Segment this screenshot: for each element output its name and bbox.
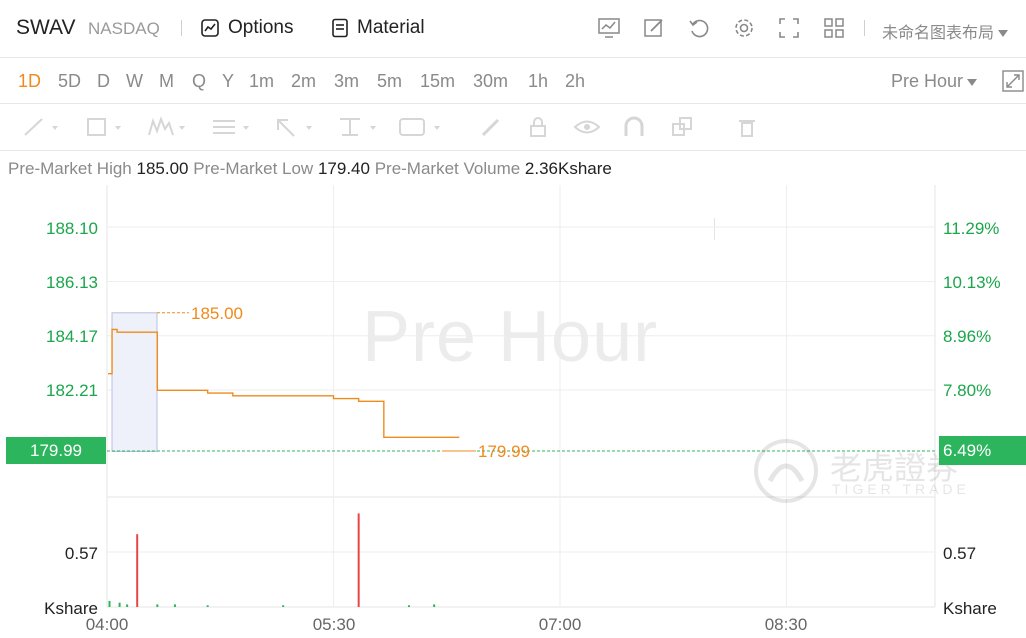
divider <box>864 20 865 36</box>
exchange-name: NASDAQ <box>88 19 160 38</box>
top-bar: SWAV NASDAQ Options Material 未命名图表布局 <box>0 0 1026 58</box>
volume-axis-label: 0.57 <box>64 544 98 563</box>
price-axis-label: 182.21 <box>46 381 98 400</box>
drawing-toolbar <box>0 104 1026 240</box>
period-30m[interactable]: 30m <box>473 71 509 91</box>
high-annotation: 185.00 <box>191 304 243 323</box>
period-q[interactable]: Q <box>192 71 207 91</box>
pct-axis-label: 8.96% <box>943 327 992 346</box>
undo-icon[interactable] <box>687 16 711 40</box>
low-label: Pre-Market Low <box>193 159 314 178</box>
document-icon <box>332 18 348 38</box>
trash-icon[interactable] <box>736 116 758 138</box>
grid-layout-icon[interactable] <box>822 16 846 40</box>
pre-market-stats: Pre-Market High 185.00 Pre-Market Low 17… <box>8 159 612 179</box>
period-3m[interactable]: 3m <box>334 71 360 91</box>
options-button[interactable]: Options <box>200 17 293 39</box>
volume-bar <box>156 604 159 607</box>
time-axis-label: 08:30 <box>764 615 808 634</box>
layout-select[interactable]: 未命名图表布局 <box>882 19 1009 43</box>
volume-label: Pre-Market Volume <box>374 159 521 178</box>
period-m[interactable]: M <box>159 71 174 91</box>
pct-axis-label: 7.80% <box>943 381 992 400</box>
volume-bar <box>136 534 139 607</box>
period-w[interactable]: W <box>126 71 143 91</box>
chart-settings-icon[interactable] <box>597 16 621 40</box>
period-y[interactable]: Y <box>222 71 235 91</box>
current-price-tag: 179.99 <box>6 437 106 464</box>
label-tool-icon[interactable] <box>398 116 448 138</box>
pencil-icon[interactable] <box>479 116 503 138</box>
options-label: Options <box>228 17 294 38</box>
line-tool-icon[interactable] <box>22 116 62 138</box>
eye-icon[interactable] <box>573 116 601 138</box>
rectangle-tool-icon[interactable] <box>85 116 125 138</box>
pct-axis-label: 11.29% <box>943 219 1000 238</box>
logo-text: 老虎證券 <box>830 450 959 486</box>
caret-down-icon <box>998 30 1009 38</box>
tiger-logo-icon <box>754 439 818 503</box>
time-axis-label: 04:00 <box>85 615 129 634</box>
volume-bar <box>282 605 285 607</box>
period-1h[interactable]: 1h <box>528 71 549 91</box>
logo-subtext: TIGER TRADE <box>832 481 970 497</box>
last-price-annotation: 179.99 <box>478 442 530 461</box>
volume-value: 2.36Kshare <box>524 159 612 178</box>
high-label: Pre-Market High <box>8 159 132 178</box>
period-bar: 1D 5D D W M Q Y 1m 2m 3m 5m 15m 30m 1h 2… <box>0 58 1026 104</box>
session-select-label: Pre Hour <box>891 71 964 91</box>
volume-axis-label: 0.57 <box>943 544 977 563</box>
expand-icon[interactable] <box>1002 70 1024 92</box>
gear-icon[interactable] <box>732 16 756 40</box>
fullscreen-icon[interactable] <box>777 16 801 40</box>
price-axis-label: 186.13 <box>46 273 98 292</box>
magnet-icon[interactable] <box>622 116 646 138</box>
ticker-symbol[interactable]: SWAV <box>16 16 76 39</box>
layers-icon[interactable] <box>670 116 696 138</box>
volume-unit-label: Kshare <box>943 599 997 618</box>
tiger-trade-logo: 老虎證券 TIGER TRADE <box>752 437 966 510</box>
volume-bar <box>108 600 111 607</box>
period-5m[interactable]: 5m <box>377 71 403 91</box>
period-2h[interactable]: 2h <box>565 71 586 91</box>
price-axis-label: 188.10 <box>46 219 98 238</box>
volume-bar <box>118 602 121 607</box>
text-lines-tool-icon[interactable] <box>211 116 255 138</box>
volume-bar <box>408 605 410 607</box>
volume-bar <box>357 513 360 607</box>
layout-name: 未命名图表布局 <box>882 25 995 42</box>
period-1d[interactable]: 1D <box>18 71 42 91</box>
arrow-tool-icon[interactable] <box>274 116 318 138</box>
material-label: Material <box>357 17 425 38</box>
time-axis-label: 05:30 <box>312 615 356 634</box>
period-15m[interactable]: 15m <box>420 71 456 91</box>
divider <box>714 218 715 240</box>
price-axis-label: 184.17 <box>46 327 98 346</box>
volume-bar <box>126 604 129 607</box>
time-axis-label: 07:00 <box>538 615 582 634</box>
measure-tool-icon[interactable] <box>338 116 382 138</box>
volume-bar <box>173 604 176 607</box>
lock-icon[interactable] <box>527 116 549 138</box>
session-select[interactable]: Pre Hour <box>891 71 978 92</box>
period-1m[interactable]: 1m <box>249 71 275 91</box>
pattern-tool-icon[interactable] <box>147 116 189 138</box>
options-chart-icon <box>201 19 219 37</box>
caret-down-icon <box>967 78 978 86</box>
period-5d[interactable]: 5D <box>58 71 82 91</box>
volume-unit-label: Kshare <box>44 599 98 618</box>
pct-axis-label: 10.13% <box>943 273 1001 292</box>
session-watermark: Pre Hour <box>362 297 659 377</box>
high-range-box <box>111 312 158 452</box>
volume-bar <box>433 604 436 607</box>
material-button[interactable]: Material <box>331 17 425 39</box>
edit-icon[interactable] <box>642 16 666 40</box>
volume-bar <box>206 605 209 607</box>
period-2m[interactable]: 2m <box>291 71 317 91</box>
high-value: 185.00 <box>136 159 189 178</box>
period-d[interactable]: D <box>97 71 110 91</box>
low-value: 179.40 <box>317 159 370 178</box>
divider <box>181 20 182 36</box>
current-pct-tag: 6.49% <box>939 436 1026 465</box>
